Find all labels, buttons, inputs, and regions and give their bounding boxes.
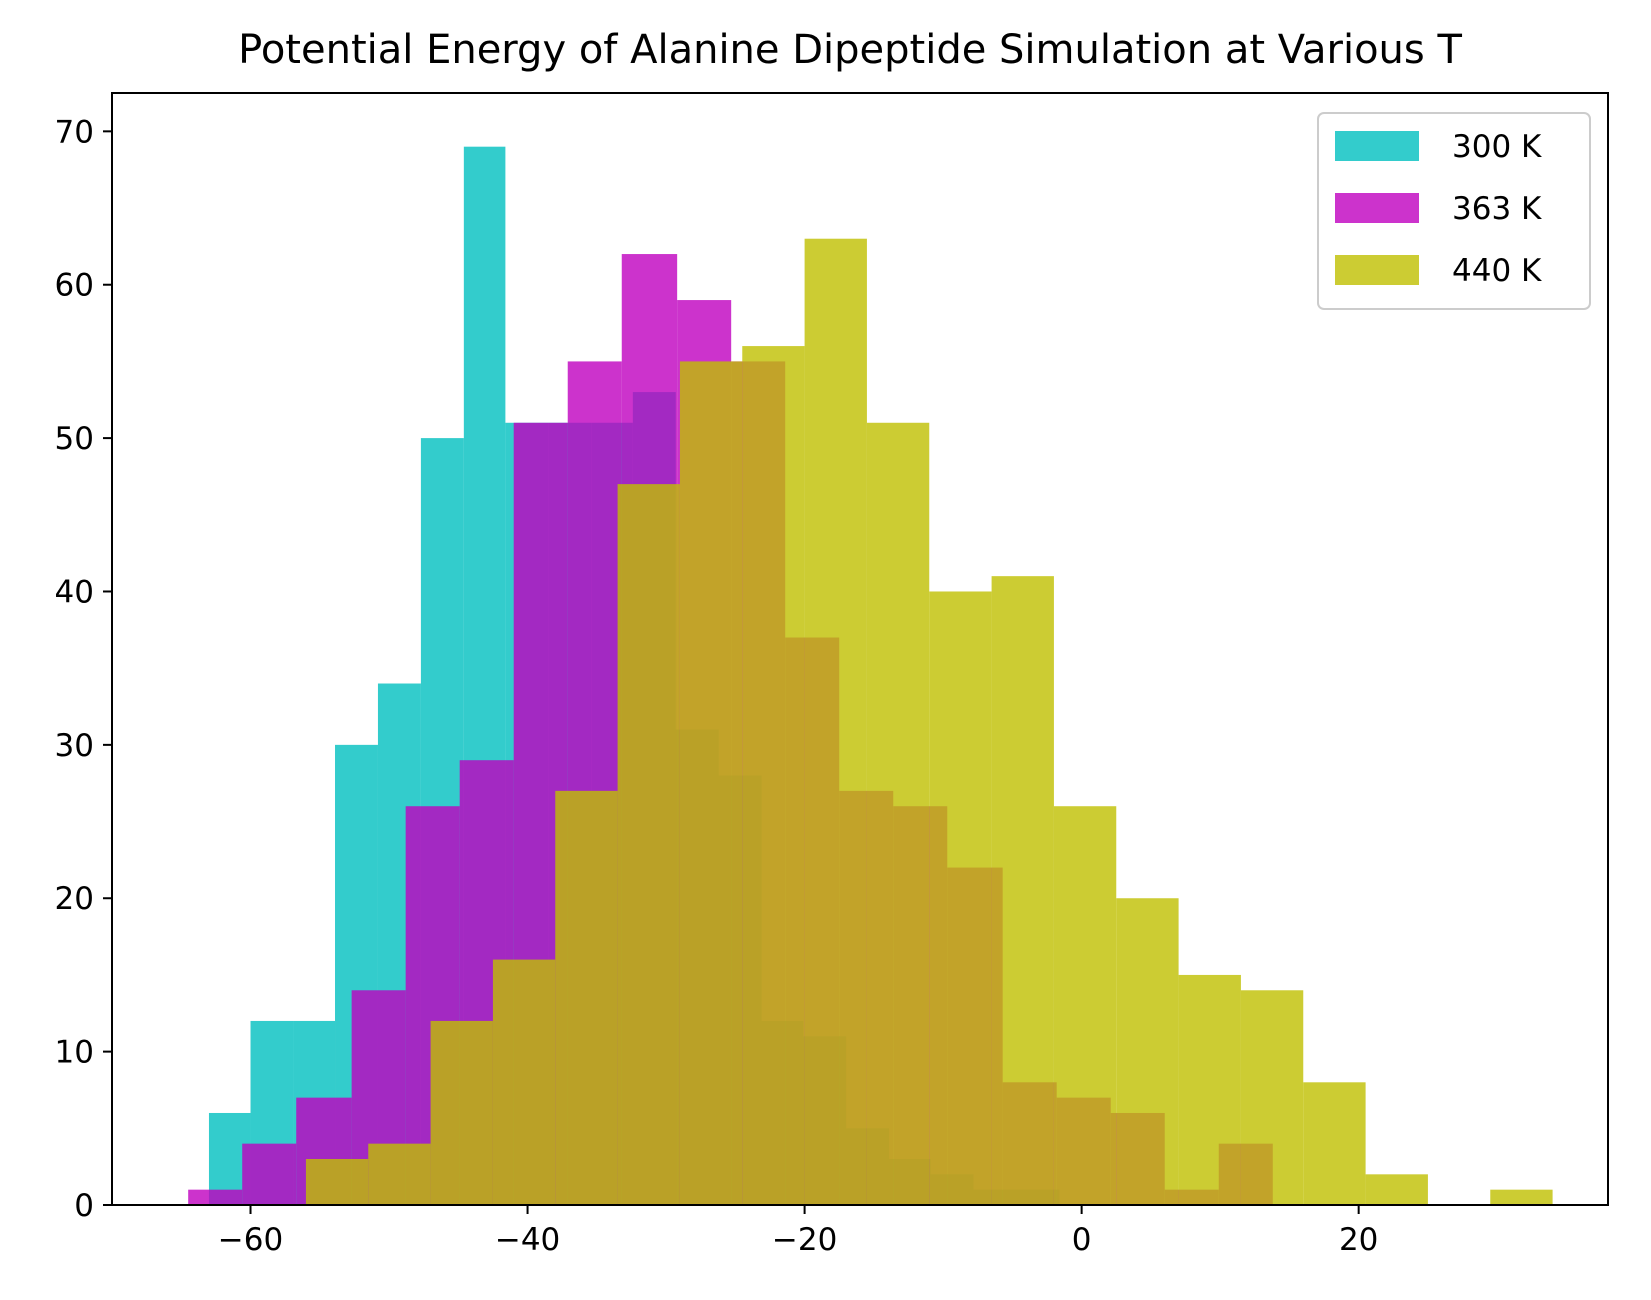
histogram-bar bbox=[866, 422, 930, 1205]
histogram-bar bbox=[368, 1143, 431, 1205]
y-tick-label: 60 bbox=[55, 268, 94, 304]
histogram-bar bbox=[929, 591, 992, 1205]
histogram-bar bbox=[679, 361, 743, 1205]
legend: 300 K 363 K 440 K bbox=[1317, 112, 1591, 310]
y-tick-label: 50 bbox=[55, 421, 94, 457]
histogram-bar bbox=[1053, 806, 1117, 1205]
histogram-bar bbox=[1490, 1189, 1553, 1205]
histogram-bar bbox=[1240, 990, 1304, 1205]
legend-label: 440 K bbox=[1452, 253, 1542, 289]
histogram-bar bbox=[1303, 1082, 1366, 1205]
y-tick-label: 40 bbox=[55, 574, 94, 610]
histogram-bar bbox=[305, 1158, 369, 1205]
y-axis: 0 10 20 30 40 50 60 70 bbox=[55, 114, 112, 1224]
histogram-bar bbox=[188, 1189, 243, 1205]
histogram-bar bbox=[492, 959, 556, 1205]
y-tick-label: 10 bbox=[55, 1035, 94, 1071]
y-tick-label: 0 bbox=[74, 1188, 94, 1224]
x-tick-label: −40 bbox=[495, 1222, 560, 1258]
legend-label: 363 K bbox=[1452, 191, 1542, 227]
histogram-bar bbox=[742, 346, 805, 1205]
x-tick-label: −20 bbox=[772, 1222, 837, 1258]
legend-label: 300 K bbox=[1452, 129, 1542, 165]
histogram-bar bbox=[617, 484, 680, 1205]
histogram-bar bbox=[555, 790, 618, 1205]
y-tick-label: 20 bbox=[55, 881, 94, 917]
x-tick-label: 20 bbox=[1339, 1222, 1378, 1258]
x-axis: −60 −40 −20 0 20 bbox=[218, 1205, 1378, 1258]
y-tick-label: 30 bbox=[55, 728, 94, 764]
histogram-bar bbox=[991, 576, 1054, 1205]
histogram-bar bbox=[242, 1143, 297, 1205]
x-tick-label: −60 bbox=[218, 1222, 283, 1258]
bars-layer bbox=[188, 146, 1553, 1206]
chart-title: Potential Energy of Alanine Dipeptide Si… bbox=[238, 27, 1462, 73]
x-tick-label: 0 bbox=[1072, 1222, 1092, 1258]
legend-swatch bbox=[1335, 193, 1419, 223]
histogram-bar bbox=[430, 1020, 493, 1205]
legend-swatch bbox=[1335, 255, 1419, 285]
histogram-bar bbox=[1116, 898, 1179, 1205]
histogram-bar bbox=[1178, 974, 1241, 1205]
legend-swatch bbox=[1335, 131, 1419, 161]
y-tick-label: 70 bbox=[55, 114, 94, 150]
series-440-k bbox=[305, 238, 1553, 1206]
histogram-bar bbox=[1365, 1174, 1428, 1205]
plot-frame bbox=[111, 92, 1609, 1206]
histogram-bar bbox=[804, 238, 867, 1206]
legend-entries: 300 K 363 K 440 K bbox=[1335, 129, 1542, 289]
